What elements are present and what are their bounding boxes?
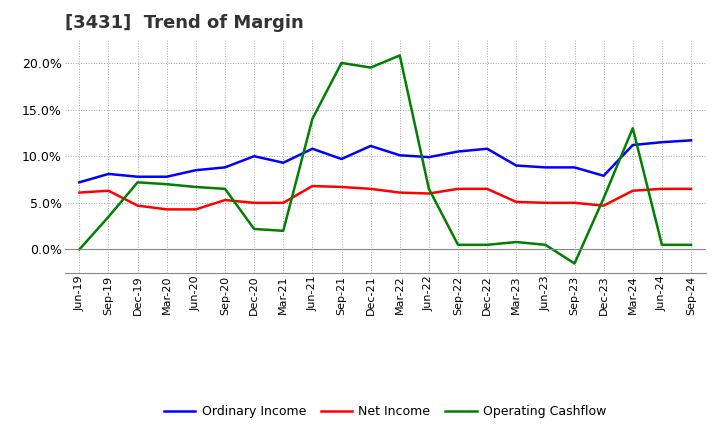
Operating Cashflow (133, 180, 142, 185)
Operating Cashflow (337, 60, 346, 66)
Operating Cashflow (395, 53, 404, 58)
Net Income (570, 200, 579, 205)
Ordinary Income (512, 163, 521, 168)
Ordinary Income (541, 165, 550, 170)
Legend: Ordinary Income, Net Income, Operating Cashflow: Ordinary Income, Net Income, Operating C… (159, 400, 611, 423)
Ordinary Income (599, 173, 608, 179)
Operating Cashflow (279, 228, 287, 234)
Net Income (425, 191, 433, 196)
Text: [3431]  Trend of Margin: [3431] Trend of Margin (65, 15, 304, 33)
Ordinary Income (687, 138, 696, 143)
Net Income (279, 200, 287, 205)
Ordinary Income (279, 160, 287, 165)
Operating Cashflow (104, 214, 113, 220)
Operating Cashflow (512, 239, 521, 245)
Net Income (395, 190, 404, 195)
Ordinary Income (337, 156, 346, 161)
Operating Cashflow (425, 186, 433, 191)
Ordinary Income (104, 171, 113, 176)
Ordinary Income (395, 153, 404, 158)
Ordinary Income (75, 180, 84, 185)
Operating Cashflow (366, 65, 375, 70)
Ordinary Income (192, 168, 200, 173)
Operating Cashflow (541, 242, 550, 247)
Net Income (133, 203, 142, 208)
Net Income (483, 186, 492, 191)
Ordinary Income (308, 146, 317, 151)
Operating Cashflow (454, 242, 462, 247)
Ordinary Income (657, 139, 666, 145)
Line: Ordinary Income: Ordinary Income (79, 140, 691, 182)
Operating Cashflow (163, 182, 171, 187)
Net Income (657, 186, 666, 191)
Ordinary Income (483, 146, 492, 151)
Net Income (629, 188, 637, 193)
Net Income (220, 198, 229, 203)
Net Income (454, 186, 462, 191)
Operating Cashflow (483, 242, 492, 247)
Net Income (512, 199, 521, 205)
Net Income (366, 186, 375, 191)
Operating Cashflow (570, 261, 579, 266)
Operating Cashflow (599, 195, 608, 201)
Ordinary Income (250, 154, 258, 159)
Line: Net Income: Net Income (79, 186, 691, 209)
Net Income (687, 186, 696, 191)
Net Income (250, 200, 258, 205)
Operating Cashflow (308, 116, 317, 121)
Operating Cashflow (220, 186, 229, 191)
Net Income (163, 207, 171, 212)
Operating Cashflow (657, 242, 666, 247)
Net Income (541, 200, 550, 205)
Operating Cashflow (75, 247, 84, 252)
Ordinary Income (629, 143, 637, 148)
Ordinary Income (454, 149, 462, 154)
Net Income (337, 184, 346, 190)
Ordinary Income (366, 143, 375, 149)
Net Income (599, 203, 608, 208)
Ordinary Income (220, 165, 229, 170)
Operating Cashflow (192, 184, 200, 190)
Operating Cashflow (687, 242, 696, 247)
Net Income (308, 183, 317, 189)
Line: Operating Cashflow: Operating Cashflow (79, 55, 691, 264)
Net Income (104, 188, 113, 193)
Ordinary Income (163, 174, 171, 180)
Net Income (75, 190, 84, 195)
Ordinary Income (425, 154, 433, 160)
Net Income (192, 207, 200, 212)
Operating Cashflow (629, 125, 637, 131)
Ordinary Income (570, 165, 579, 170)
Operating Cashflow (250, 226, 258, 231)
Ordinary Income (133, 174, 142, 180)
